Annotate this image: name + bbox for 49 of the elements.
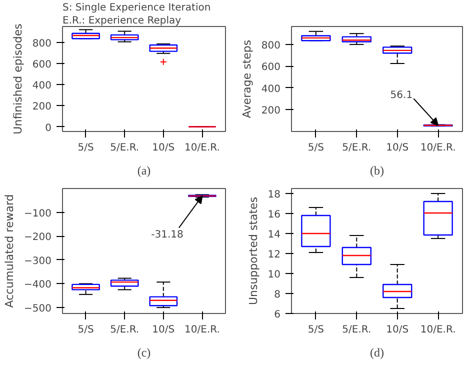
y-tick-label: 600 [32, 59, 52, 70]
y-tick-label: 800 [261, 40, 281, 52]
y-tick-label: 800 [32, 38, 52, 50]
x-tick-label: 10/S [386, 142, 409, 154]
y-tick-label: −500 [24, 304, 52, 315]
y-tick-label: −300 [24, 256, 52, 267]
y-axis-title: Accumulated reward [3, 194, 16, 308]
x-tick-label: 5/S [308, 142, 324, 154]
y-tick-label: 16 [268, 210, 281, 220]
y-tick-label: 400 [261, 84, 281, 95]
y-axis-title: Unsupported states [246, 196, 260, 306]
x-tick-label: 5/S [308, 324, 324, 336]
x-tick-label: 5/S [78, 324, 94, 336]
x-tick-label: 10/E.R. [420, 142, 456, 154]
y-tick-label: 12 [268, 250, 281, 260]
text: (a) [137, 164, 151, 178]
x-tick-label: 5/S [78, 142, 94, 154]
y-tick-label: 200 [261, 106, 281, 117]
y-tick-label: 400 [32, 80, 52, 92]
y-tick-label: 18 [268, 190, 281, 200]
text: (b) [370, 164, 384, 178]
annotation: -31.18 [151, 229, 184, 240]
text: S: Single Experience Iteration [62, 2, 211, 14]
x-tick-label: 10/E.R. [184, 142, 220, 154]
y-tick-label: 600 [261, 62, 281, 74]
text: (d) [370, 346, 384, 360]
x-tick-label: 10/S [152, 324, 175, 336]
y-tick-label: 10 [268, 270, 281, 280]
x-tick-label: 10/S [386, 324, 409, 336]
y-tick-label: 6 [274, 310, 281, 320]
x-tick-label: 10/S [152, 142, 175, 154]
text: (c) [137, 346, 151, 360]
y-tick-label: 0 [45, 122, 52, 134]
x-tick-label: 5/E.R. [342, 142, 372, 154]
y-tick-label: 200 [32, 102, 52, 113]
y-axis-title: Unfinished episodes [11, 23, 24, 134]
x-tick-label: 5/E.R. [342, 324, 372, 336]
x-tick-label: 10/E.R. [420, 324, 456, 336]
y-tick-label: −400 [24, 280, 52, 291]
y-axis-title: Average steps [240, 40, 254, 118]
x-tick-label: 10/E.R. [184, 324, 220, 336]
text: E.R.: Experience Replay [62, 16, 182, 26]
x-tick-label: 5/E.R. [110, 142, 140, 154]
x-tick-label: 5/E.R. [110, 324, 140, 336]
annotation: 56.1 [390, 90, 413, 101]
y-tick-label: 14 [268, 230, 281, 240]
y-tick-label: 8 [274, 290, 281, 300]
y-tick-label: −200 [24, 232, 52, 244]
y-tick-label: −100 [24, 208, 52, 220]
